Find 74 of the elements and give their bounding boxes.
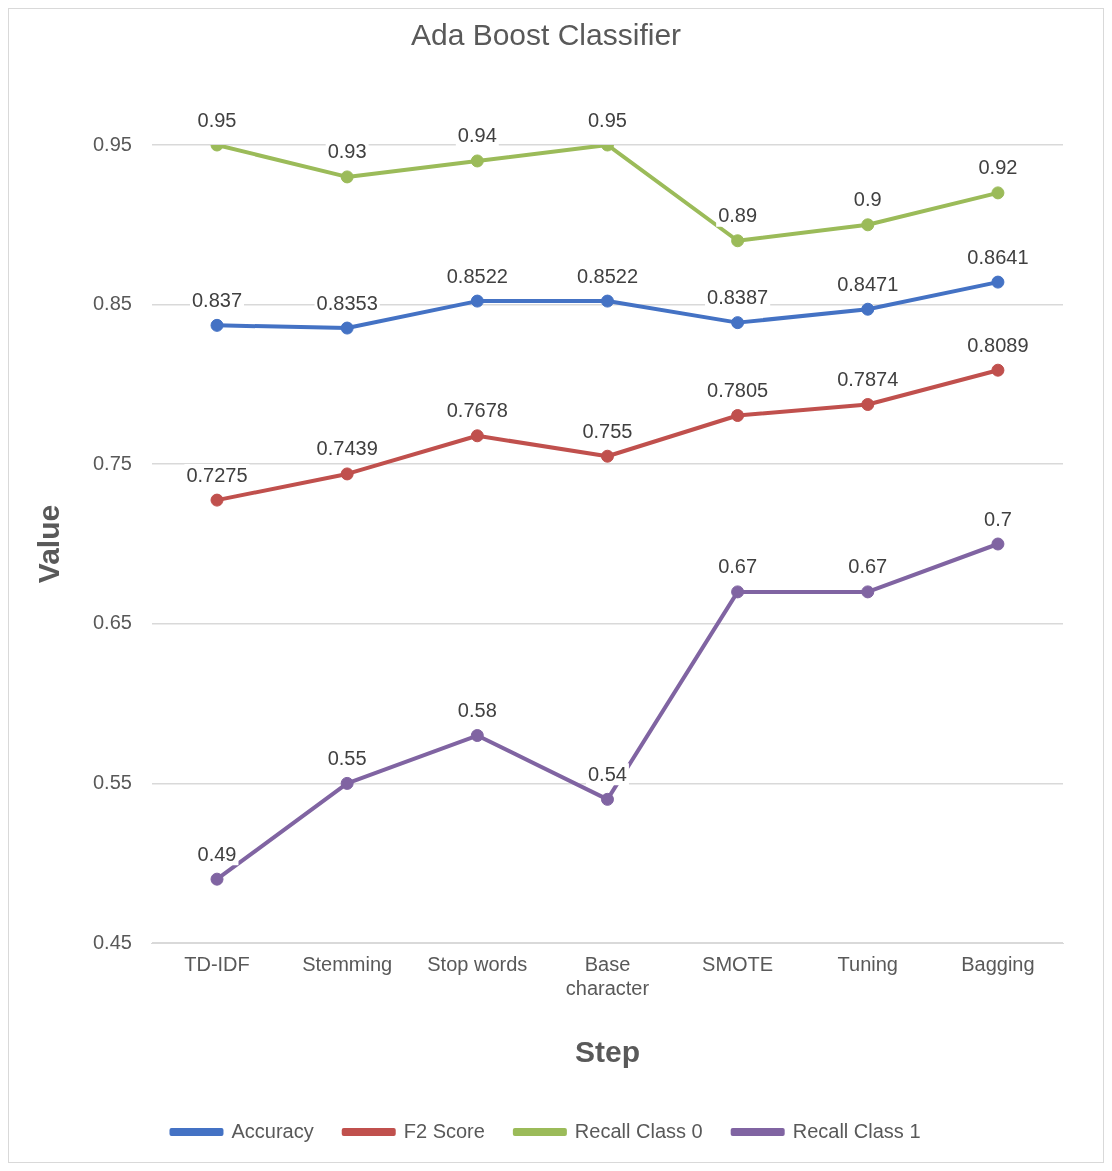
data-label: 0.54 [587, 762, 627, 785]
point [731, 585, 745, 599]
data-label: 0.7275 [186, 463, 248, 486]
data-label: 0.93 [327, 140, 367, 163]
data-label: 0.94 [457, 124, 497, 147]
data-label: 0.7805 [707, 379, 769, 402]
data-label: 0.755 [582, 419, 633, 442]
point [991, 186, 1005, 200]
point [731, 234, 745, 248]
data-label: 0.49 [197, 842, 237, 865]
x-tick-label: Base character [565, 952, 650, 999]
x-tick-label: Stop words [427, 952, 528, 975]
point [470, 729, 484, 743]
y-axis-title: Value [32, 504, 66, 584]
data-label: 0.67 [848, 555, 888, 578]
point [210, 318, 224, 332]
data-label: 0.95 [197, 108, 237, 131]
data-label: 0.7 [984, 507, 1012, 530]
point [731, 409, 745, 423]
point [470, 294, 484, 308]
data-label: 0.8522 [576, 264, 639, 287]
point [991, 363, 1005, 377]
point [861, 218, 875, 232]
point [600, 792, 614, 806]
legend-label: Accuracy [231, 1119, 314, 1142]
x-tick-label: TD-IDF [184, 952, 250, 975]
point [210, 493, 224, 507]
point [991, 275, 1005, 289]
point [861, 302, 875, 316]
y-tick-label: 0.45 [92, 930, 132, 953]
point [600, 449, 614, 463]
data-label: 0.67 [718, 555, 758, 578]
point [340, 170, 354, 184]
x-axis-title: Step [574, 1035, 640, 1069]
data-label: 0.58 [457, 699, 497, 722]
legend-label: F2 Score [403, 1119, 485, 1142]
point [470, 429, 484, 443]
data-label: 0.8522 [446, 264, 508, 287]
data-label: 0.7439 [316, 437, 378, 460]
y-tick-label: 0.55 [92, 770, 132, 793]
data-label: 0.92 [978, 156, 1018, 179]
data-label: 0.7678 [446, 399, 508, 422]
point [731, 316, 745, 330]
x-tick-label: Bagging [961, 952, 1035, 975]
data-label: 0.7874 [837, 368, 899, 391]
data-label: 0.89 [718, 204, 758, 227]
data-label: 0.8471 [837, 272, 899, 295]
data-label: 0.9 [853, 188, 882, 211]
data-label: 0.8353 [316, 291, 378, 314]
point [340, 321, 354, 335]
data-label: 0.837 [191, 288, 243, 311]
x-tick-label: Stemming [302, 952, 393, 975]
data-label: 0.8089 [967, 333, 1029, 356]
point [600, 294, 614, 308]
y-tick-label: 0.65 [92, 611, 132, 634]
point [470, 154, 484, 168]
data-label: 0.8387 [707, 286, 769, 309]
point [210, 872, 224, 886]
y-tick-label: 0.85 [92, 292, 132, 315]
point [340, 776, 354, 790]
point [991, 537, 1005, 551]
legend-label: Recall Class 0 [574, 1119, 703, 1142]
point [861, 585, 875, 599]
x-tick-label: SMOTE [702, 952, 774, 975]
data-label: 0.55 [327, 746, 367, 769]
point [861, 398, 875, 412]
data-label: 0.8641 [967, 245, 1029, 268]
chart-title: Ada Boost Classifier [410, 18, 682, 52]
legend-label: Recall Class 1 [792, 1119, 921, 1142]
point [340, 467, 354, 481]
y-tick-label: 0.75 [92, 451, 132, 474]
x-tick-label: Tuning [837, 952, 898, 975]
y-tick-label: 0.95 [92, 132, 132, 155]
data-label: 0.95 [587, 108, 627, 131]
